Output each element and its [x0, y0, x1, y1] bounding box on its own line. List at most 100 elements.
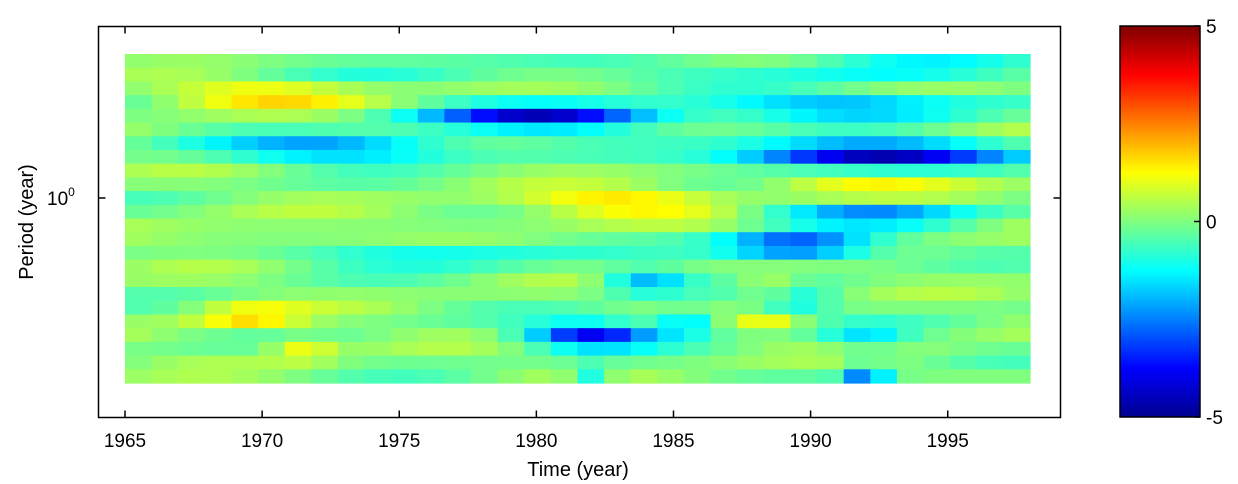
heatmap-cell: [151, 191, 179, 206]
heatmap-cell: [258, 245, 286, 261]
heatmap-cell: [204, 232, 233, 247]
heatmap-cell: [683, 259, 712, 274]
heatmap-cell: [391, 163, 419, 178]
heatmap-cell: [604, 328, 632, 343]
heatmap-cell: [710, 259, 738, 274]
heatmap-cell: [923, 95, 951, 110]
heatmap-cell: [204, 300, 233, 316]
heatmap-cell: [577, 341, 605, 357]
heatmap-cell: [763, 67, 792, 83]
heatmap-cell: [1003, 314, 1031, 329]
heatmap-cell: [204, 341, 233, 357]
heatmap-cell: [657, 287, 685, 302]
heatmap-cell: [258, 204, 286, 220]
heatmap-cell: [311, 95, 339, 110]
heatmap-cell: [630, 122, 658, 137]
heatmap-cell: [950, 355, 978, 370]
heatmap-cell: [231, 149, 259, 165]
heatmap-cell: [231, 67, 259, 83]
heatmap-cell: [817, 163, 845, 178]
heatmap-cell: [258, 232, 286, 247]
heatmap-cell: [870, 204, 898, 220]
heatmap-cell: [497, 191, 525, 206]
heatmap-cell: [151, 149, 179, 165]
heatmap-cell: [896, 108, 925, 124]
heatmap-cell: [258, 328, 286, 343]
heatmap-cell: [710, 95, 738, 110]
heatmap-cell: [417, 136, 446, 151]
heatmap-cell: [204, 149, 233, 165]
heatmap-cell: [391, 355, 419, 370]
heatmap-cell: [258, 136, 286, 151]
heatmap-cell: [524, 108, 552, 124]
heatmap-cell: [497, 81, 525, 96]
heatmap-cell: [151, 355, 179, 370]
heatmap-cell: [284, 273, 312, 288]
heatmap-cell: [763, 273, 792, 288]
heatmap-cell: [311, 191, 339, 206]
heatmap-cell: [896, 245, 925, 261]
heatmap-cell: [817, 259, 845, 274]
heatmap-cell: [417, 204, 446, 220]
heatmap-cell: [737, 163, 765, 178]
heatmap-cell: [683, 122, 712, 137]
heatmap-cell: [497, 287, 525, 302]
heatmap-cell: [524, 259, 552, 274]
heatmap-cell: [550, 191, 579, 206]
heatmap-cell: [737, 259, 765, 274]
heatmap-cell: [630, 273, 658, 288]
heatmap-cell: [577, 191, 605, 206]
heatmap-cell: [710, 149, 738, 165]
heatmap-cell: [976, 259, 1004, 274]
heatmap-cell: [258, 95, 286, 110]
heatmap-cell: [550, 341, 579, 357]
heatmap-cell: [817, 54, 845, 69]
heatmap-cell: [577, 328, 605, 343]
heatmap-cell: [976, 300, 1004, 316]
heatmap-cell: [790, 108, 818, 124]
heatmap-cell: [737, 287, 765, 302]
heatmap-cell: [870, 108, 898, 124]
heatmap-cell: [763, 259, 792, 274]
heatmap-cell: [950, 67, 978, 83]
heatmap-cell: [604, 273, 632, 288]
heatmap-cell: [1003, 204, 1031, 220]
heatmap-cell: [471, 328, 499, 343]
heatmap-cell: [125, 95, 153, 110]
heatmap-cell: [1003, 163, 1031, 178]
heatmap-cell: [710, 232, 738, 247]
heatmap-cell: [311, 300, 339, 316]
heatmap-cell: [364, 122, 392, 137]
heatmap-cell: [391, 95, 419, 110]
heatmap-cell: [1003, 245, 1031, 261]
heatmap-cell: [790, 273, 818, 288]
heatmap-cell: [444, 163, 472, 178]
heatmap-cell: [843, 95, 871, 110]
heatmap-cell: [231, 341, 259, 357]
heatmap-cell: [843, 369, 871, 384]
heatmap-cell: [178, 191, 206, 206]
heatmap-cell: [178, 95, 206, 110]
heatmap-cell: [231, 300, 259, 316]
heatmap-cell: [204, 259, 233, 274]
heatmap-cell: [870, 54, 898, 69]
heatmap-cell: [657, 191, 685, 206]
heatmap-cell: [976, 54, 1004, 69]
heatmap-cell: [843, 177, 871, 192]
heatmap-cell: [817, 67, 845, 83]
heatmap-cell: [258, 163, 286, 178]
heatmap-cell: [604, 122, 632, 137]
heatmap-cell: [337, 95, 366, 110]
heatmap-cell: [683, 108, 712, 124]
heatmap-cell: [550, 355, 579, 370]
heatmap-cell: [710, 108, 738, 124]
heatmap-cell: [471, 163, 499, 178]
heatmap-cell: [284, 177, 312, 192]
heatmap-cell: [683, 287, 712, 302]
heatmap-cell: [444, 259, 472, 274]
heatmap-cell: [471, 149, 499, 165]
heatmap-cell: [284, 341, 312, 357]
heatmap-cell: [231, 177, 259, 192]
heatmap-cell: [630, 81, 658, 96]
heatmap-cell: [125, 191, 153, 206]
